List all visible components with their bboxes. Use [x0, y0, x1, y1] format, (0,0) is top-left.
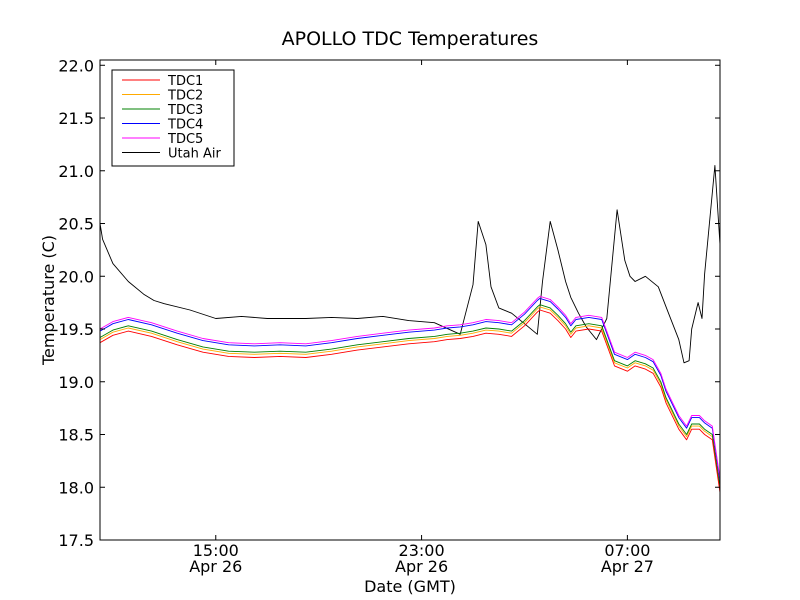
y-tick-label: 19.5 [58, 320, 94, 339]
series-line-tdc3 [100, 304, 720, 488]
y-tick-label: 17.5 [58, 531, 94, 550]
x-tick-time-label: 15:00 [193, 541, 239, 560]
x-tick-time-label: 23:00 [399, 541, 445, 560]
x-axis-title: Date (GMT) [364, 577, 456, 596]
series-line-tdc2 [100, 306, 720, 490]
x-tick-date-label: Apr 27 [601, 557, 654, 576]
legend-box [111, 69, 235, 167]
y-tick-label: 18.5 [58, 426, 94, 445]
plot-frame [99, 59, 721, 541]
series-layer [100, 165, 720, 493]
legend-label-tdc2: TDC2 [167, 89, 203, 104]
chart-title: APOLLO TDC Temperatures [282, 28, 539, 50]
legend-label-tdc5: TDC5 [167, 132, 203, 147]
series-line-tdc1 [100, 309, 720, 493]
x-tick-date-label: Apr 26 [189, 557, 242, 576]
legend-label-utah-air: Utah Air [168, 147, 221, 162]
y-tick-label: 18.0 [58, 478, 94, 497]
y-tick-label: 21.0 [58, 162, 94, 181]
legend-label-tdc4: TDC4 [167, 118, 203, 133]
x-tick-time-label: 07:00 [604, 541, 650, 560]
y-axis-title: Temperature (C) [39, 235, 58, 366]
x-tick-date-label: Apr 26 [395, 557, 448, 576]
legend-label-tdc1: TDC1 [167, 74, 203, 89]
y-tick-label: 22.0 [58, 56, 94, 75]
series-line-utah-air [100, 165, 720, 364]
y-tick-label: 19.0 [58, 373, 94, 392]
y-tick-label: 21.5 [58, 109, 94, 128]
series-line-tdc4 [100, 297, 720, 482]
axis-ticks: 17.5 18.0 18.5 19.0 19.5 20.0 20.5 21.0 21.5 22.0… [58, 56, 720, 576]
series-line-tdc5 [100, 295, 720, 480]
legend-label-tdc3: TDC3 [167, 103, 203, 118]
y-tick-label: 20.0 [58, 267, 94, 286]
y-tick-label: 20.5 [58, 215, 94, 234]
